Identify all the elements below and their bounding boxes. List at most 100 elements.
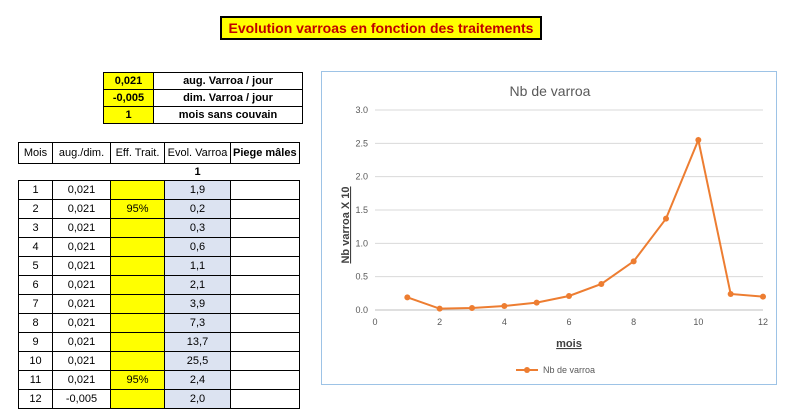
cell-evol-varroa[interactable]: 0,6 [164,237,231,257]
param-value[interactable]: -0,005 [103,89,154,107]
x-tick-label: 0 [372,317,377,327]
cell-evol-varroa[interactable]: 2,1 [164,275,231,295]
cell-eff-trait[interactable]: 95% [110,199,165,219]
cell-eff-trait[interactable] [110,218,165,238]
header-row: Mois aug./dim. Eff. Trait. Evol. Varroa … [18,142,300,164]
cell-mois[interactable]: 7 [18,294,53,314]
x-tick-label: 10 [693,317,703,327]
cell-aug-dim[interactable]: 0,021 [52,237,111,257]
cell-evol-varroa[interactable]: 1,9 [164,180,231,200]
cell-aug-dim[interactable]: 0,021 [52,294,111,314]
cell-piege-males[interactable] [230,351,300,371]
param-value[interactable]: 1 [103,106,154,124]
cell-aug-dim[interactable]: 0,021 [52,218,111,238]
cell-eff-trait[interactable] [110,313,165,333]
header-eff-trait: Eff. Trait. [110,142,165,164]
cell-aug-dim[interactable]: 0,021 [52,351,111,371]
cell-piege-males[interactable] [230,256,300,276]
cell-evol-varroa[interactable]: 7,3 [164,313,231,333]
x-tick-label: 4 [502,317,507,327]
data-point [404,294,411,301]
cell-eff-trait[interactable]: 95% [110,370,165,390]
cell-evol-varroa[interactable]: 0,2 [164,199,231,219]
cell-piege-males[interactable] [230,275,300,295]
cell-mois[interactable]: 5 [18,256,53,276]
cell-mois[interactable]: 2 [18,199,53,219]
table-row: 3 0,021 0,3 [18,218,300,238]
cell-mois[interactable]: 1 [18,180,53,200]
data-point [760,293,766,300]
data-point [598,281,605,287]
cell-piege-males[interactable] [230,218,300,238]
cell-aug-dim[interactable]: 0,021 [52,370,111,390]
line-chart: Nb de varroa 0.0 0.5 1.0 1.5 2.0 2.5 3.0 0 2 4 6 8 10… [340,83,768,375]
varroa-table: Mois aug./dim. Eff. Trait. Evol. Varroa … [18,142,300,409]
cell-evol-varroa[interactable]: 25,5 [164,351,231,371]
x-tick-label: 6 [566,317,571,327]
cell-mois[interactable]: 8 [18,313,53,333]
cell-eff-trait[interactable] [110,294,165,314]
y-tick-label: 2.0 [355,172,368,182]
data-point [469,305,475,311]
empty-cell [53,164,111,181]
cell-mois[interactable]: 6 [18,275,53,295]
chart-title: Nb de varroa [510,83,591,99]
y-tick-label: 3.0 [355,105,368,115]
cell-aug-dim[interactable]: 0,021 [52,275,111,295]
cell-mois[interactable]: 4 [18,237,53,257]
cell-aug-dim[interactable]: 0,021 [52,332,111,352]
cell-eff-trait[interactable] [110,389,165,409]
cell-aug-dim[interactable]: 0,021 [52,313,111,333]
data-point [533,299,540,306]
cell-eff-trait[interactable] [110,275,165,295]
param-row: 1 mois sans couvain [103,106,303,124]
chart-area[interactable]: Nb de varroa 0.0 0.5 1.0 1.5 2.0 2.5 3.0 0 2 4 6 8 10… [321,71,777,385]
table-row: 1 0,021 1,9 [18,180,300,200]
cell-mois[interactable]: 3 [18,218,53,238]
x-tick-label: 2 [437,317,442,327]
cell-eff-trait[interactable] [110,351,165,371]
sub-header-row: 1 [19,164,300,181]
table-row: 2 0,021 95% 0,2 [18,199,300,219]
data-point [727,291,734,297]
param-row: -0,005 dim. Varroa / jour [103,89,303,107]
cell-mois[interactable]: 11 [18,370,53,390]
cell-piege-males[interactable] [230,332,300,352]
cell-evol-varroa[interactable]: 2,4 [164,370,231,390]
data-point [566,293,572,299]
cell-mois[interactable]: 9 [18,332,53,352]
table-row: 8 0,021 7,3 [18,313,300,333]
y-tick-label: 0.0 [355,305,368,315]
cell-evol-varroa[interactable]: 3,9 [164,294,231,314]
cell-piege-males[interactable] [230,180,300,200]
cell-aug-dim[interactable]: 0,021 [52,256,111,276]
cell-eff-trait[interactable] [110,256,165,276]
param-value[interactable]: 0,021 [103,72,154,90]
cell-evol-varroa[interactable]: 0,3 [164,218,231,238]
cell-piege-males[interactable] [230,370,300,390]
param-label: mois sans couvain [153,106,303,124]
x-tick-label: 12 [758,317,768,327]
cell-evol-varroa[interactable]: 1,1 [164,256,231,276]
x-axis-label: mois [556,338,582,350]
cell-eff-trait[interactable] [110,237,165,257]
cell-mois[interactable]: 10 [18,351,53,371]
table-row: 11 0,021 95% 2,4 [18,370,300,390]
cell-aug-dim[interactable]: 0,021 [52,180,111,200]
data-point [501,303,508,309]
cell-piege-males[interactable] [230,199,300,219]
cell-aug-dim[interactable]: 0,021 [52,199,111,219]
cell-piege-males[interactable] [230,313,300,333]
series-line [407,136,764,310]
param-row: 0,021 aug. Varroa / jour [103,72,303,90]
cell-eff-trait[interactable] [110,180,165,200]
cell-evol-varroa[interactable]: 13,7 [164,332,231,352]
cell-piege-males[interactable] [230,237,300,257]
y-tick-label: 0.5 [355,272,368,282]
legend-marker [524,367,530,373]
header-evol-varroa: Evol. Varroa [164,142,231,164]
empty-cell [231,164,300,181]
data-point [436,305,443,312]
cell-eff-trait[interactable] [110,332,165,352]
cell-piege-males[interactable] [230,294,300,314]
